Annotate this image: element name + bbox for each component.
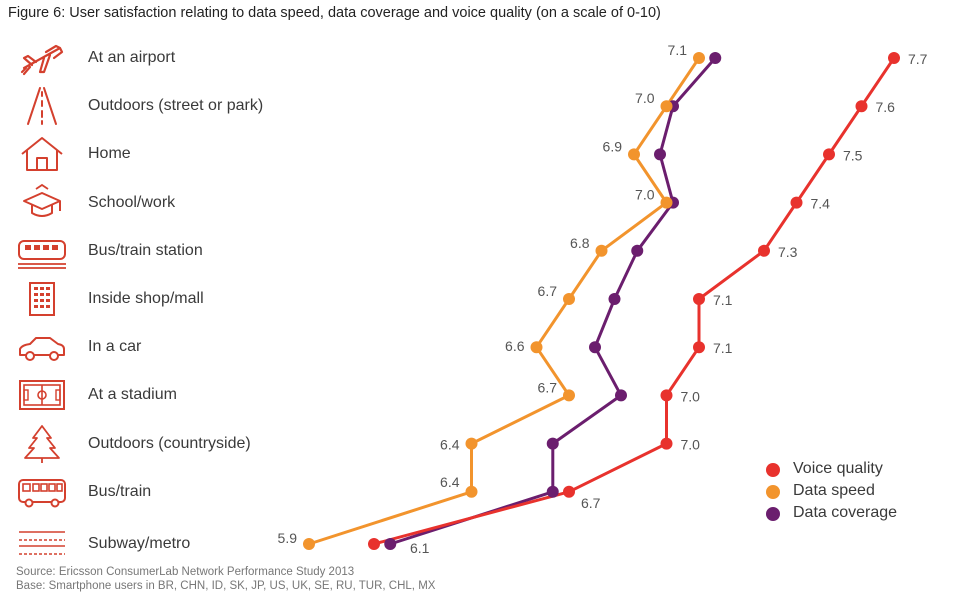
data-point-speed [465, 437, 478, 450]
data-point-speed [660, 100, 673, 113]
data-point-speed [628, 148, 640, 161]
data-point-voice [693, 293, 705, 305]
bus-icon [16, 472, 68, 512]
data-label-speed: 6.7 [538, 283, 558, 299]
legend-label-data-speed: Data speed [793, 482, 875, 499]
source-note: Source: Ericsson ConsumerLab Network Per… [16, 566, 355, 578]
legend-label-data-coverage: Data coverage [793, 504, 898, 521]
stadium-icon [16, 375, 68, 415]
data-point-voice [790, 196, 803, 209]
data-point-voice [693, 341, 705, 354]
data-label-voice: 7.0 [681, 388, 701, 404]
data-label-voice: 7.7 [908, 51, 928, 67]
data-point-voice [660, 389, 673, 402]
base-note: Base: Smartphone users in BR, CHN, ID, S… [16, 580, 436, 592]
data-label-speed: 6.7 [538, 379, 558, 395]
data-point-coverage [615, 389, 627, 402]
category-label: Inside shop/mall [88, 290, 204, 307]
category-label: In a car [88, 338, 142, 356]
series-line-coverage [389, 57, 717, 546]
data-point-speed [660, 196, 673, 209]
data-label-speed: 6.6 [505, 338, 525, 354]
train-icon [16, 231, 68, 271]
data-point-speed [563, 389, 575, 402]
house-icon [16, 134, 68, 174]
data-label-speed: 7.0 [635, 187, 655, 203]
chart-title: Figure 6: User satisfaction relating to … [8, 5, 661, 21]
data-point-coverage [631, 244, 644, 257]
data-label-voice: 7.0 [681, 437, 701, 453]
graduation-cap-icon [16, 183, 68, 223]
legend-swatch-data-speed [766, 485, 780, 499]
data-label-voice: 6.7 [581, 495, 601, 511]
data-point-coverage [546, 437, 559, 450]
car-icon [16, 327, 68, 367]
category-label: School/work [88, 193, 176, 211]
data-point-speed [303, 538, 315, 550]
data-point-voice [855, 100, 868, 113]
building-icon [16, 279, 68, 319]
legend-swatch-voice-quality [766, 463, 780, 477]
data-label-voice: 7.3 [778, 244, 798, 260]
data-point-coverage [546, 485, 559, 498]
data-point-coverage [384, 538, 397, 550]
data-label-voice: 7.1 [713, 292, 733, 308]
data-label-voice: 6.1 [410, 540, 430, 556]
subway-icon [16, 524, 68, 564]
data-point-speed [693, 52, 705, 64]
legend-label-voice-quality: Voice quality [793, 460, 883, 477]
category-label: Outdoors (street or park) [88, 97, 264, 115]
data-label-speed: 7.1 [668, 42, 688, 58]
data-point-voice [888, 52, 900, 64]
data-point-speed [530, 341, 543, 354]
category-label: At an airport [88, 49, 176, 66]
data-label-voice: 7.4 [811, 196, 831, 212]
data-point-coverage [654, 148, 666, 161]
data-label-speed: 6.9 [603, 138, 623, 154]
legend-swatch-data-coverage [766, 507, 780, 521]
data-label-speed: 6.4 [440, 474, 460, 490]
data-point-voice [563, 485, 575, 498]
data-label-speed: 7.0 [635, 90, 655, 106]
data-point-coverage [589, 341, 601, 354]
category-label: Bus/train station [88, 241, 203, 259]
category-label: Bus/train [88, 482, 152, 500]
tree-icon [16, 424, 68, 464]
category-label: Subway/metro [88, 535, 191, 552]
road-icon [16, 86, 68, 126]
data-point-speed [595, 244, 608, 257]
data-point-coverage [608, 293, 621, 305]
airplane-icon [16, 38, 68, 78]
data-label-speed: 5.9 [278, 530, 298, 546]
category-label: Outdoors (countryside) [88, 434, 251, 452]
data-point-voice [660, 437, 673, 450]
data-point-voice [758, 244, 770, 257]
data-label-speed: 6.8 [570, 235, 590, 251]
data-label-voice: 7.5 [843, 147, 863, 163]
category-label: At a stadium [88, 386, 177, 404]
data-point-speed [465, 485, 478, 498]
data-label-speed: 6.4 [440, 437, 460, 453]
series-line-speed [308, 57, 701, 546]
category-label: Home [88, 145, 131, 163]
data-point-speed [563, 293, 575, 305]
data-point-voice [823, 148, 835, 161]
data-label-voice: 7.6 [876, 99, 896, 115]
data-point-coverage [709, 52, 722, 64]
data-point-voice [368, 538, 380, 550]
data-label-voice: 7.1 [713, 340, 733, 356]
